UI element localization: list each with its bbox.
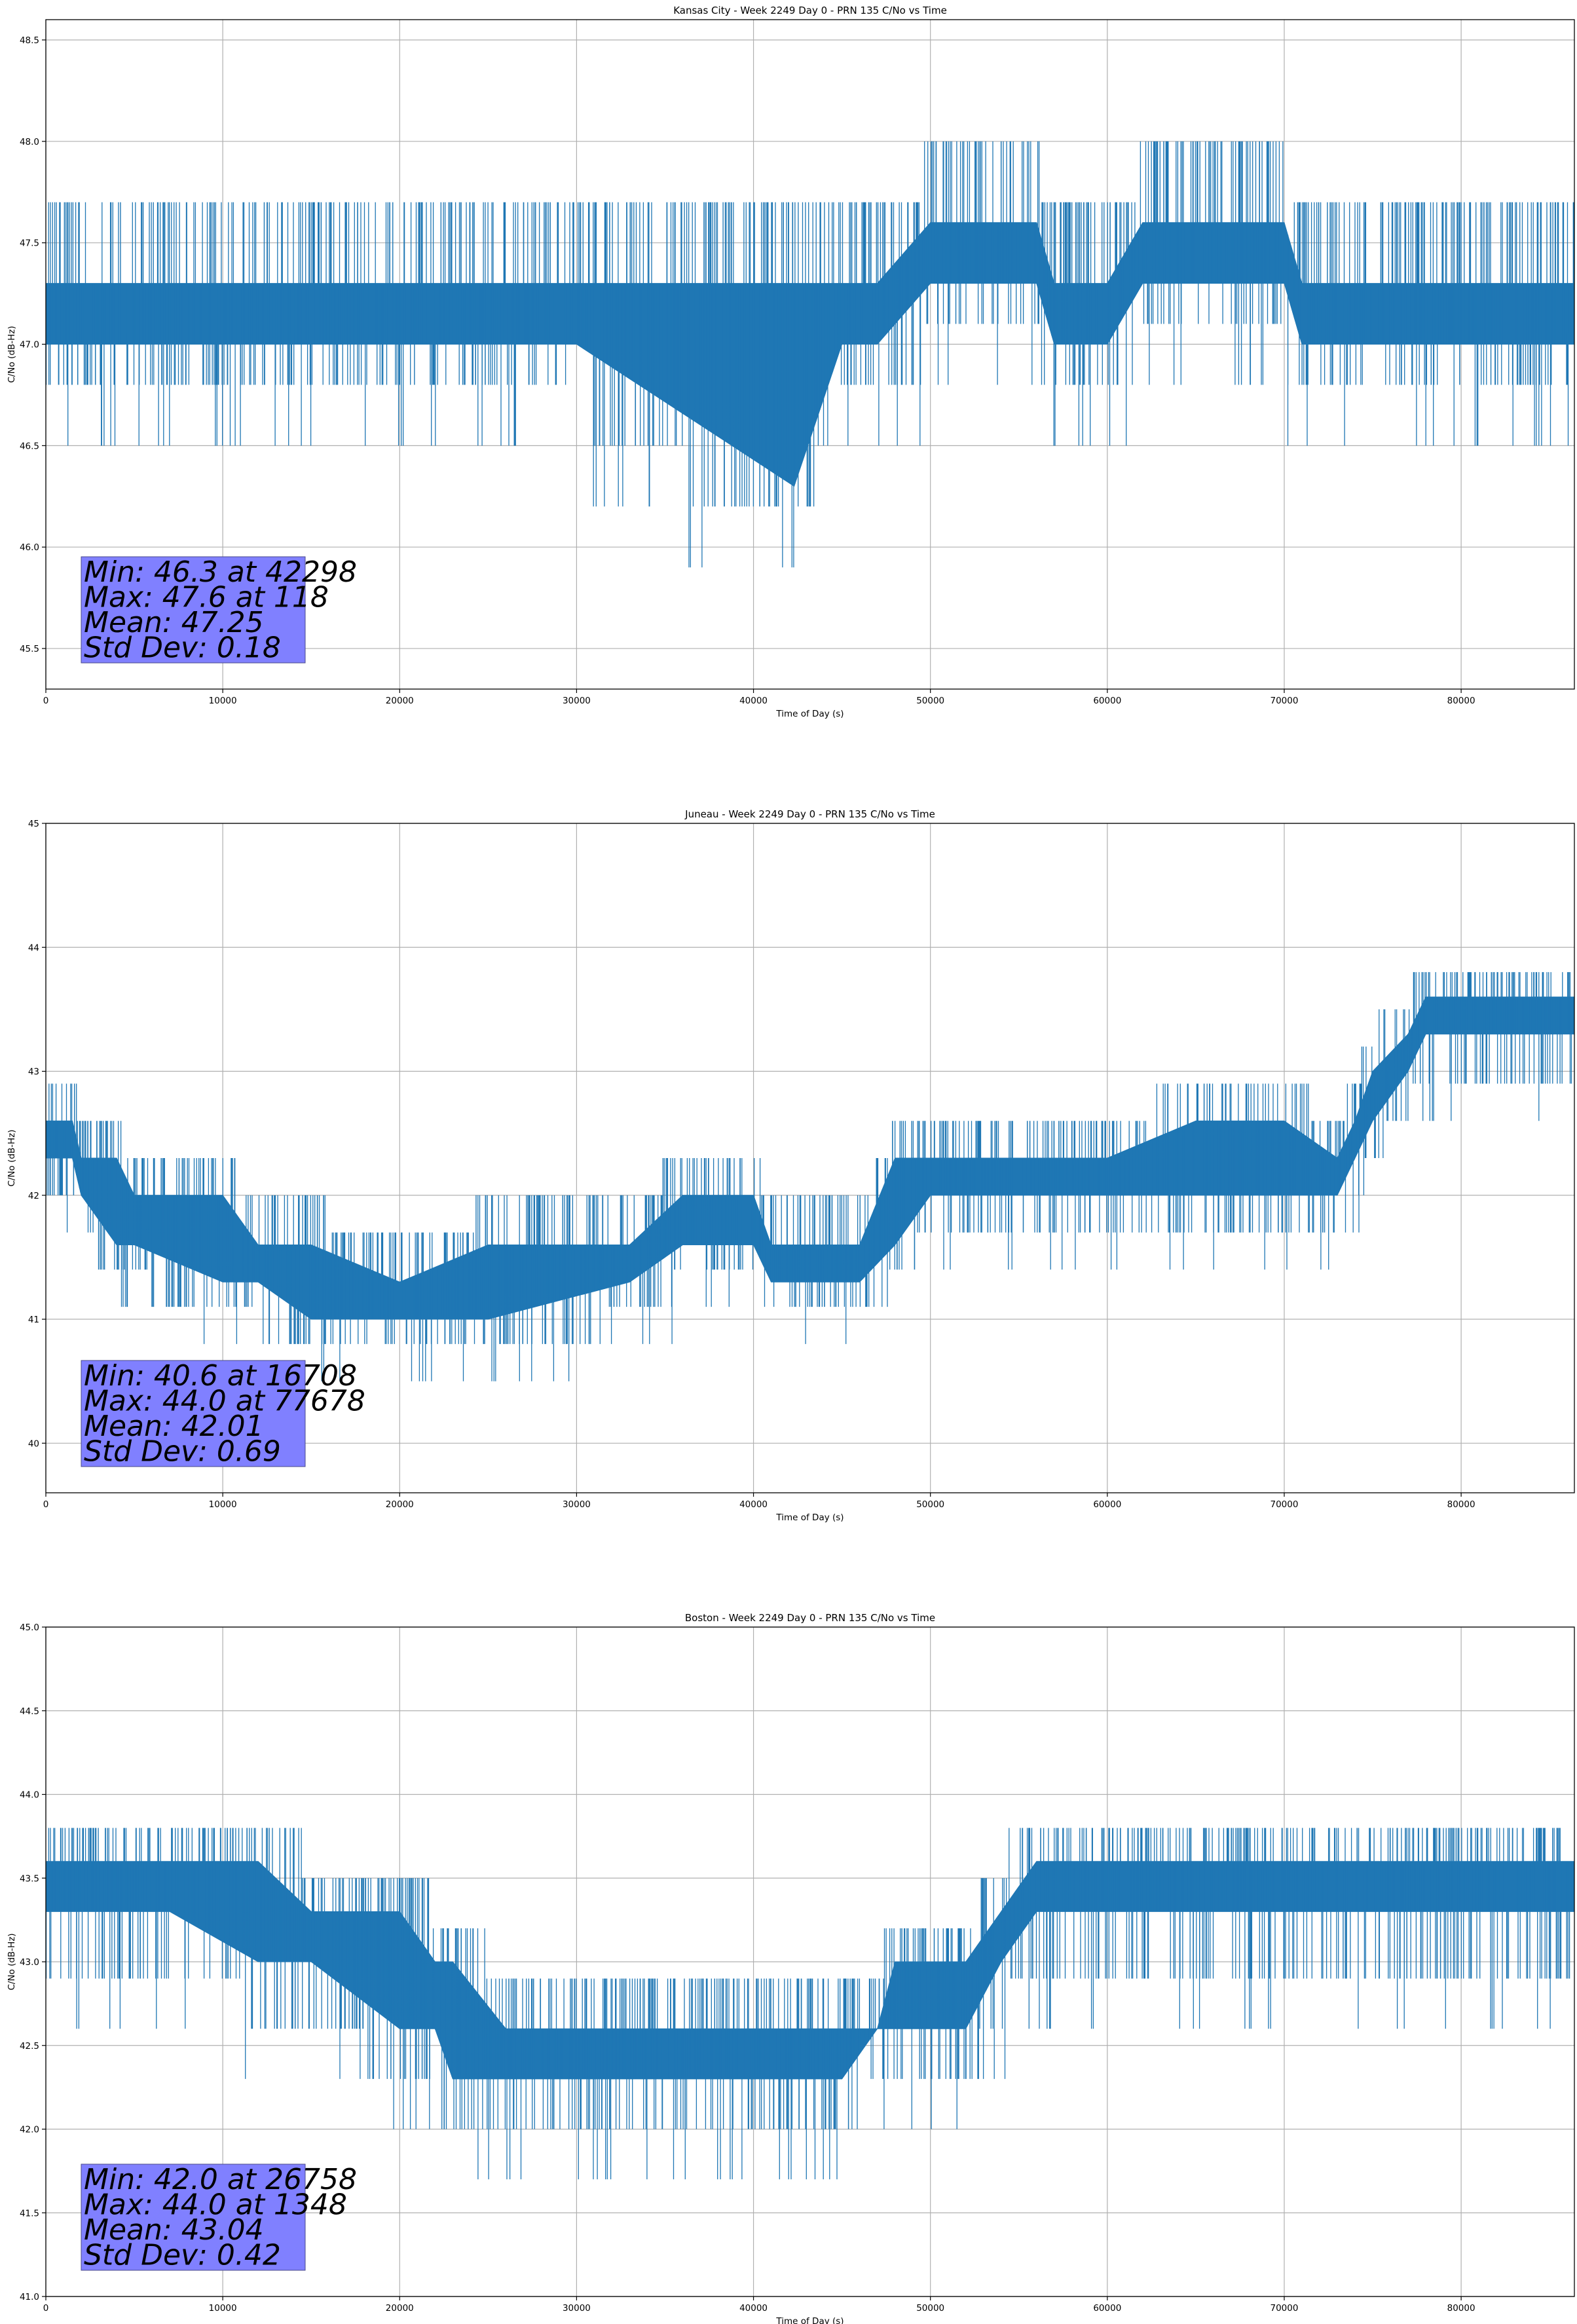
x-tick-label: 60000 — [1093, 1499, 1121, 1510]
y-tick-label: 41.0 — [20, 2292, 39, 2302]
x-tick-label: 40000 — [739, 696, 768, 706]
y-tick-label: 44.5 — [20, 1706, 39, 1717]
y-tick-label: 45 — [28, 819, 39, 829]
stats-box — [81, 1360, 306, 1467]
x-tick-label: 0 — [43, 2303, 49, 2314]
chart-juneau: 0 10000 20000 30000 40000 50000 60000 70000 8000… — [7, 808, 1575, 1523]
x-tick-label: 30000 — [563, 1499, 591, 1510]
stats-min: Min: 40.6 at 16708 — [84, 1359, 357, 1393]
x-tick-label: 20000 — [386, 1499, 414, 1510]
y-tick-label: 48.0 — [20, 137, 39, 147]
x-tick-label: 80000 — [1447, 696, 1475, 706]
x-tick-label: 80000 — [1447, 1499, 1475, 1510]
y-axis-label: C/No (dB-Hz) — [7, 1129, 17, 1186]
x-tick-label: 40000 — [739, 1499, 768, 1510]
x-axis-label: Time of Day (s) — [775, 709, 844, 719]
y-tick-label: 41 — [28, 1315, 39, 1325]
x-tick-label: 50000 — [916, 1499, 944, 1510]
y-tick-label: 42.5 — [20, 2041, 39, 2052]
y-tick-label: 43 — [28, 1067, 39, 1078]
x-tick-label: 10000 — [209, 2303, 237, 2314]
axes-frame — [45, 823, 1575, 1493]
stats-std: Std Dev: 0.42 — [84, 2239, 281, 2272]
x-tick-label: 60000 — [1093, 696, 1121, 706]
x-tick-label: 10000 — [209, 1499, 237, 1510]
y-axis-label: C/No (dB-Hz) — [7, 326, 17, 383]
stats-max: Max: 44.0 at 1348 — [84, 2188, 347, 2222]
x-axis-label: Time of Day (s) — [775, 2316, 844, 2324]
y-tick-label: 44 — [28, 943, 39, 953]
stats-mean: Mean: 47.25 — [84, 606, 264, 639]
stats-mean: Mean: 42.01 — [84, 1410, 264, 1443]
stats-max: Max: 47.6 at 118 — [84, 581, 329, 614]
series-spikes — [45, 141, 1575, 568]
y-tick-label: 42 — [28, 1191, 39, 1201]
y-tick-label: 44.0 — [20, 1790, 39, 1801]
y-axis-label: C/No (dB-Hz) — [7, 1933, 17, 1990]
y-tick-label: 40 — [28, 1438, 39, 1449]
x-tick-label: 80000 — [1447, 2303, 1475, 2314]
x-tick-label: 20000 — [386, 2303, 414, 2314]
stats-max: Max: 44.0 at 77678 — [84, 1385, 365, 1418]
series-spikes — [46, 972, 1574, 1381]
y-tick-label: 41.5 — [20, 2208, 39, 2219]
y-tick-label: 47.0 — [20, 340, 39, 350]
x-tick-label: 70000 — [1270, 696, 1298, 706]
x-tick-label: 50000 — [916, 2303, 944, 2314]
stats-box — [81, 2164, 306, 2271]
y-tick-label: 48.5 — [20, 35, 39, 46]
y-tick-label: 43.0 — [20, 1957, 39, 1968]
x-tick-label: 40000 — [739, 2303, 768, 2314]
chart-boston: 0 10000 20000 30000 40000 50000 60000 70000 8000… — [7, 1612, 1575, 2324]
x-tick-label: 60000 — [1093, 2303, 1121, 2314]
x-tick-label: 70000 — [1270, 1499, 1298, 1510]
y-tick-label: 46.5 — [20, 441, 39, 451]
y-tick-label: 45.5 — [20, 644, 39, 654]
stats-mean: Mean: 43.04 — [84, 2213, 264, 2247]
y-tick-label: 42.0 — [20, 2125, 39, 2135]
stats-min: Min: 42.0 at 26758 — [84, 2163, 357, 2196]
y-tick-label: 46.0 — [20, 542, 39, 553]
chart-title: Kansas City - Week 2249 Day 0 - PRN 135 … — [673, 5, 947, 16]
stats-box — [81, 556, 306, 664]
chart-kansas-city: 0 10000 20000 30000 40000 50000 60000 70000 8000… — [7, 5, 1575, 719]
x-tick-label: 50000 — [916, 696, 944, 706]
x-tick-label: 30000 — [563, 2303, 591, 2314]
axes-frame — [45, 19, 1575, 690]
x-tick-label: 70000 — [1270, 2303, 1298, 2314]
series-spikes — [45, 1827, 1574, 2180]
stats-std: Std Dev: 0.69 — [84, 1435, 281, 1469]
x-tick-label: 0 — [43, 696, 49, 706]
x-tick-label: 0 — [43, 1499, 49, 1510]
x-tick-label: 30000 — [563, 696, 591, 706]
stats-min: Min: 46.3 at 42298 — [84, 555, 357, 589]
chart-title: Juneau - Week 2249 Day 0 - PRN 135 C/No … — [684, 808, 935, 820]
y-tick-label: 43.5 — [20, 1873, 39, 1884]
x-tick-label: 10000 — [209, 696, 237, 706]
x-axis-label: Time of Day (s) — [775, 1512, 844, 1523]
chart-title: Boston - Week 2249 Day 0 - PRN 135 C/No … — [685, 1612, 935, 1624]
y-tick-label: 45.0 — [20, 1622, 39, 1633]
x-tick-label: 20000 — [386, 696, 414, 706]
y-tick-label: 47.5 — [20, 238, 39, 249]
stats-std: Std Dev: 0.18 — [84, 631, 281, 665]
